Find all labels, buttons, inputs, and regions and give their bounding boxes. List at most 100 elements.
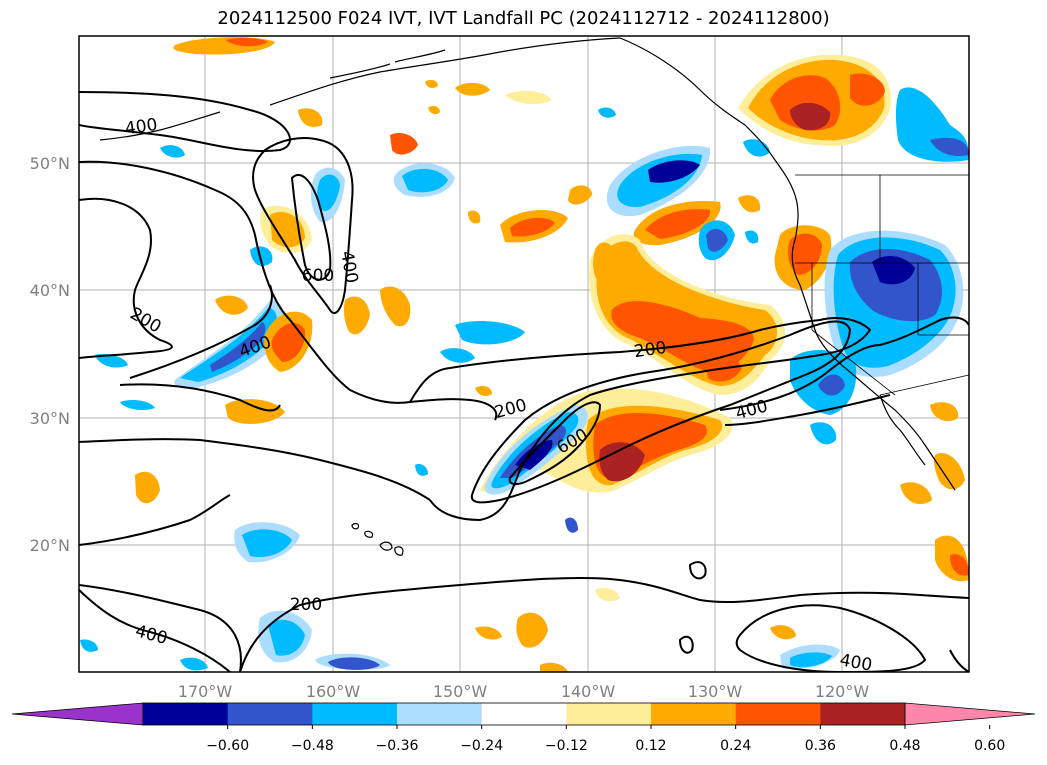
lat-label: 40°N	[30, 281, 70, 300]
shade-patch	[790, 652, 832, 668]
shade-patch	[599, 442, 645, 482]
shade-patch	[225, 399, 285, 424]
colorbar-tick-label: 0.24	[720, 738, 751, 754]
colorbar-extend-min	[11, 702, 144, 726]
shade-patch	[743, 139, 770, 157]
contour-label: 200	[633, 338, 668, 362]
shade-patch	[268, 619, 305, 656]
shade-patch	[770, 625, 796, 640]
shade-patch	[468, 210, 481, 224]
shade-patch	[540, 662, 568, 672]
shade-patch	[425, 79, 438, 89]
shade-patch	[415, 464, 428, 476]
shade-patch	[428, 105, 440, 115]
shade-patch	[598, 107, 616, 118]
shade-patch	[818, 374, 845, 396]
shade-patch	[80, 639, 98, 652]
shade-patch	[455, 82, 490, 96]
shade-patch	[950, 554, 969, 576]
shade-patch	[440, 348, 475, 363]
shade-patch	[595, 587, 620, 602]
shade-patch	[328, 657, 380, 670]
ivt-contours	[79, 91, 969, 672]
latitude-labels: 50°N 40°N 30°N 20°N	[30, 154, 70, 555]
colorbar-tick-label: 0.60	[974, 738, 1005, 754]
colorbar-tick-label: −0.60	[206, 738, 249, 754]
colorbar-extend-max	[904, 702, 1036, 726]
shade-patch	[250, 246, 273, 266]
shade-patch	[738, 195, 761, 213]
shade-patch	[402, 168, 448, 193]
colorbar-tick-label: −0.12	[545, 738, 588, 754]
colorbar-tick-label: −0.24	[460, 738, 503, 754]
shade-patch	[900, 482, 932, 505]
colorbar-segment	[143, 703, 229, 725]
shade-patch	[225, 37, 268, 47]
lat-label: 30°N	[30, 409, 70, 428]
shade-patch	[930, 137, 969, 157]
contour-label: 600	[302, 266, 334, 286]
shade-patch	[568, 185, 592, 205]
colorbar-tick-label: 0.12	[635, 738, 666, 754]
shade-patch	[242, 529, 292, 558]
colorbar-tick-label: −0.48	[291, 738, 334, 754]
longitude-labels: 170°W 160°W 150°W 140°W 130°W 120°W	[178, 682, 870, 701]
lon-label: 130°W	[688, 682, 743, 701]
lat-label: 20°N	[30, 536, 70, 555]
shade-patch	[455, 320, 525, 345]
shade-patch	[645, 209, 711, 239]
shade-patch	[934, 452, 965, 490]
colorbar-segment	[227, 703, 313, 725]
shade-patch	[160, 145, 185, 158]
colorbar-segment	[566, 703, 652, 725]
contour-label: 200	[290, 595, 322, 615]
colorbar-tick-label: −0.36	[376, 738, 419, 754]
shade-patch	[745, 230, 759, 244]
shade-patch	[850, 73, 885, 106]
lon-label: 120°W	[815, 682, 870, 701]
shade-patch	[380, 286, 411, 327]
colorbar-tick-label: 0.36	[805, 738, 836, 754]
map-title: 2024112500 F024 IVT, IVT Landfall PC (20…	[217, 8, 830, 29]
shade-patch	[317, 174, 340, 211]
colorbar-segment	[481, 703, 567, 725]
colorbar-segment	[651, 703, 737, 725]
shade-patch	[135, 471, 160, 504]
lon-label: 150°W	[433, 682, 488, 701]
shade-patch	[344, 296, 370, 335]
shade-patch	[593, 242, 618, 286]
shade-patch	[565, 517, 578, 533]
shade-patch	[475, 626, 502, 640]
colorbar-segment	[820, 703, 906, 725]
shade-patch	[611, 301, 754, 373]
shade-patch	[215, 295, 248, 315]
shade-patch	[475, 386, 492, 396]
colorbar-segment	[735, 703, 821, 725]
shade-patch	[271, 323, 306, 362]
shade-patch	[516, 612, 548, 648]
shade-patch	[298, 108, 323, 128]
shade-patch	[120, 400, 155, 410]
lon-label: 140°W	[561, 682, 616, 701]
political-borders	[795, 174, 969, 396]
shade-patch	[648, 160, 700, 183]
contour-label: 400	[838, 650, 873, 675]
colorbar: −0.60 −0.48 −0.36 −0.24 −0.12 0.12 0.24 0.36 0.4…	[11, 702, 1036, 754]
shade-patch	[706, 228, 728, 252]
colorbar-border	[142, 702, 906, 726]
shade-patch	[930, 402, 959, 422]
lon-label: 170°W	[178, 682, 233, 701]
shade-patch	[849, 248, 942, 322]
colorbar-tick-label: 0.48	[889, 738, 920, 754]
shade-patch	[810, 422, 837, 445]
shade-patch	[510, 217, 555, 237]
shade-patch	[505, 90, 552, 105]
shade-patch	[390, 133, 418, 155]
colorbar-segment	[397, 703, 483, 725]
map-border	[78, 35, 970, 673]
shade-patch	[180, 657, 208, 671]
lon-label: 160°W	[306, 682, 361, 701]
shade-patch	[210, 322, 266, 372]
shade-patch	[790, 102, 831, 131]
